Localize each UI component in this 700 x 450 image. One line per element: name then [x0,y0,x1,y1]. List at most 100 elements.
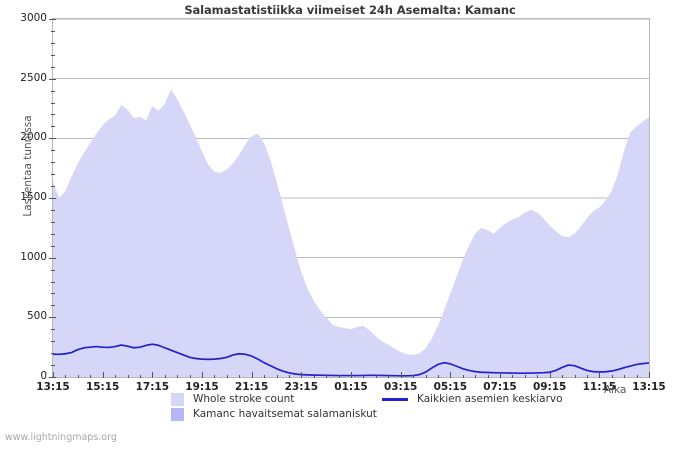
x-tick-label: 11:15 [582,381,617,393]
legend-color-swatch [171,408,184,421]
y-minor-tick [51,150,55,152]
x-minor-tick [226,375,228,378]
y-minor-tick [51,293,55,295]
y-minor-tick [51,353,55,355]
x-tick-mark [400,372,402,378]
y-tick-mark [49,138,56,140]
x-minor-tick [288,375,290,378]
x-minor-tick [624,375,626,378]
y-tick-mark [49,257,56,259]
x-tick-mark [450,372,452,378]
x-tick-mark [301,372,303,378]
plot-svg [53,19,649,377]
x-tick-label: 07:15 [483,381,517,393]
x-tick-label: 19:15 [185,381,219,393]
y-tick-mark [49,198,56,199]
y-minor-tick [51,305,55,307]
legend-label: Kaikkien asemien keskiarvo [417,393,563,405]
x-tick-label: 21:15 [234,381,269,393]
y-tick-label: 3000 [20,12,47,24]
y-minor-tick [51,209,55,211]
y-tick-label: 1000 [20,250,47,263]
y-minor-tick [51,66,55,68]
y-minor-tick [51,186,55,188]
x-minor-tick [139,375,141,378]
x-tick-mark [202,372,203,378]
x-tick-label: 05:15 [433,381,468,393]
y-tick-mark [49,317,56,319]
x-minor-tick [65,375,67,378]
x-minor-tick [77,375,79,378]
x-tick-label: 15:15 [85,381,120,393]
x-minor-tick [115,375,117,378]
x-minor-tick [462,375,464,378]
x-minor-tick [562,375,564,378]
x-axis-label: Aika [604,384,627,396]
y-minor-tick [51,221,55,223]
chart-title: Salamastatistiikka viimeiset 24h Asemalt… [184,3,516,17]
x-minor-tick [611,375,613,378]
y-minor-tick [51,281,55,283]
x-minor-tick [90,375,92,378]
y-minor-tick [51,174,55,176]
chart-legend: Whole stroke count Kamanc havaitsemat sal… [0,391,700,423]
x-minor-tick [239,375,241,378]
x-minor-tick [512,375,514,378]
x-tick-mark [53,372,54,378]
x-minor-tick [413,375,415,378]
x-tick-mark [649,372,650,378]
footer-url: www.lightningmaps.org [5,432,117,443]
y-minor-tick [51,162,55,164]
x-minor-tick [537,375,539,378]
y-minor-tick [51,102,55,104]
x-minor-tick [388,375,390,378]
x-tick-label: 09:15 [532,381,567,393]
x-tick-mark [351,372,352,378]
x-minor-tick [189,375,191,378]
legend-line-marker [382,398,408,401]
y-minor-tick [51,269,55,271]
x-minor-tick [276,375,278,378]
y-minor-tick [51,245,55,247]
legend-label: Kamanc havaitsemat salamaniskut [193,408,377,420]
y-axis-label: Laskentaa tunnissa [22,115,34,217]
x-tick-mark [500,372,501,378]
x-minor-tick [586,375,588,378]
x-tick-mark [599,372,601,378]
x-minor-tick [313,375,315,378]
x-minor-tick [164,375,166,378]
y-tick-label: 2500 [20,71,47,84]
y-tick-label: 0 [40,370,47,382]
legend-color-swatch [171,393,184,406]
x-tick-label: 13:15 [36,381,70,393]
plot-area [52,18,650,378]
x-minor-tick [127,375,129,378]
y-minor-tick [51,30,55,32]
y-minor-tick [51,329,55,331]
y-tick-label: 500 [26,310,47,323]
x-tick-mark [549,372,551,378]
y-minor-tick [51,341,55,343]
y-minor-tick [51,114,55,116]
x-minor-tick [437,375,439,378]
x-minor-tick [338,375,340,378]
x-minor-tick [425,375,427,378]
x-minor-tick [375,375,377,378]
y-minor-tick [51,126,55,128]
y-tick-label: 1500 [20,191,47,203]
x-tick-label: 17:15 [135,381,170,393]
x-tick-mark [102,372,104,378]
y-minor-tick [51,42,55,44]
x-minor-tick [487,375,489,378]
y-tick-mark [49,377,56,378]
x-minor-tick [475,375,477,378]
x-tick-mark [152,372,154,378]
x-tick-label: 03:15 [383,381,418,393]
x-minor-tick [363,375,365,378]
x-minor-tick [214,375,216,378]
x-minor-tick [574,375,576,378]
area-whole-stroke-count [53,89,649,377]
x-minor-tick [177,375,179,378]
y-tick-label: 2000 [20,131,47,144]
